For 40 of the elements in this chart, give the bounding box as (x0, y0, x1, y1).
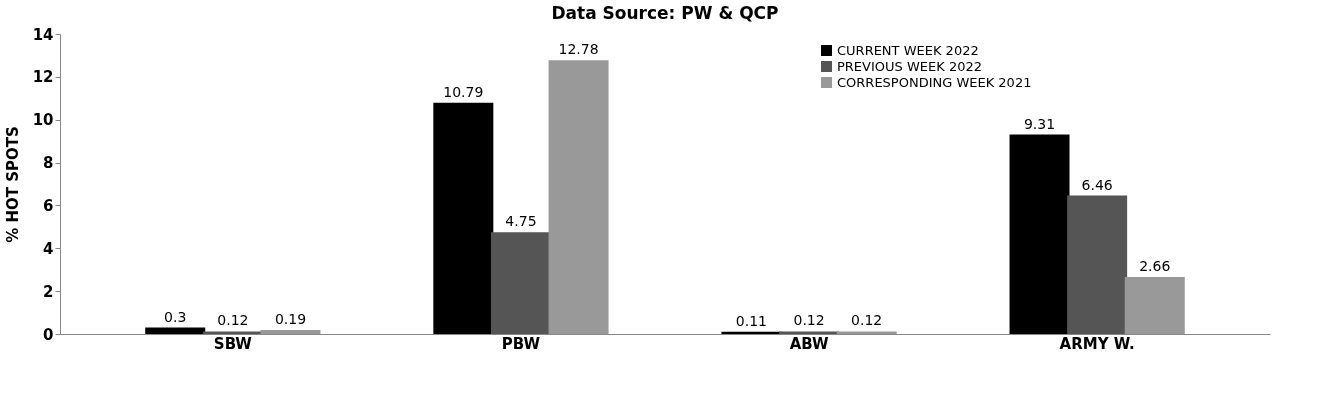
data-label: 0.12 (851, 312, 883, 329)
y-tick-label: 10 (32, 111, 54, 130)
y-tick-label: 2 (43, 282, 54, 301)
data-label: 2.66 (1139, 258, 1171, 274)
bar (490, 232, 551, 334)
bar (1067, 195, 1128, 334)
bar (548, 60, 609, 334)
x-tick-label: ABW (789, 334, 829, 353)
bar (1009, 134, 1070, 334)
bar (1124, 277, 1185, 334)
bar (145, 327, 206, 334)
legend-label: CORRESPONDING WEEK 2021 (837, 74, 1032, 90)
bar (202, 331, 263, 334)
y-tick-label: 6 (43, 196, 54, 215)
bar (433, 102, 494, 334)
x-tick-label: ARMY W. (1059, 334, 1135, 353)
data-label: 0.3 (164, 308, 187, 325)
chart-title: Data Source: PW & QCP (551, 3, 779, 23)
bar (836, 331, 897, 334)
x-tick-label: SBW (213, 334, 253, 353)
bar (779, 331, 840, 334)
data-label: 0.12 (217, 312, 249, 329)
y-axis-title: % HOT SPOTS (3, 126, 22, 243)
data-label: 0.11 (735, 312, 768, 329)
data-label: 10.79 (443, 83, 484, 100)
y-tick-label: 14 (32, 25, 54, 44)
y-tick-label: 8 (43, 154, 54, 173)
y-tick-label: 12 (32, 68, 54, 87)
data-label: 6.46 (1081, 176, 1113, 193)
legend-label: CURRENT WEEK 2022 (837, 42, 979, 58)
y-tick-label: 4 (43, 239, 54, 258)
data-label: 0.19 (274, 310, 307, 327)
x-tick-label: PBW (501, 334, 541, 353)
data-label: 0.12 (793, 312, 825, 329)
y-tick-label: 0 (43, 325, 54, 344)
bar (260, 329, 321, 334)
data-label: 9.31 (1023, 115, 1056, 132)
data-label: 12.78 (558, 41, 599, 58)
data-label: 4.75 (505, 213, 537, 230)
legend-label: PREVIOUS WEEK 2022 (837, 58, 982, 74)
